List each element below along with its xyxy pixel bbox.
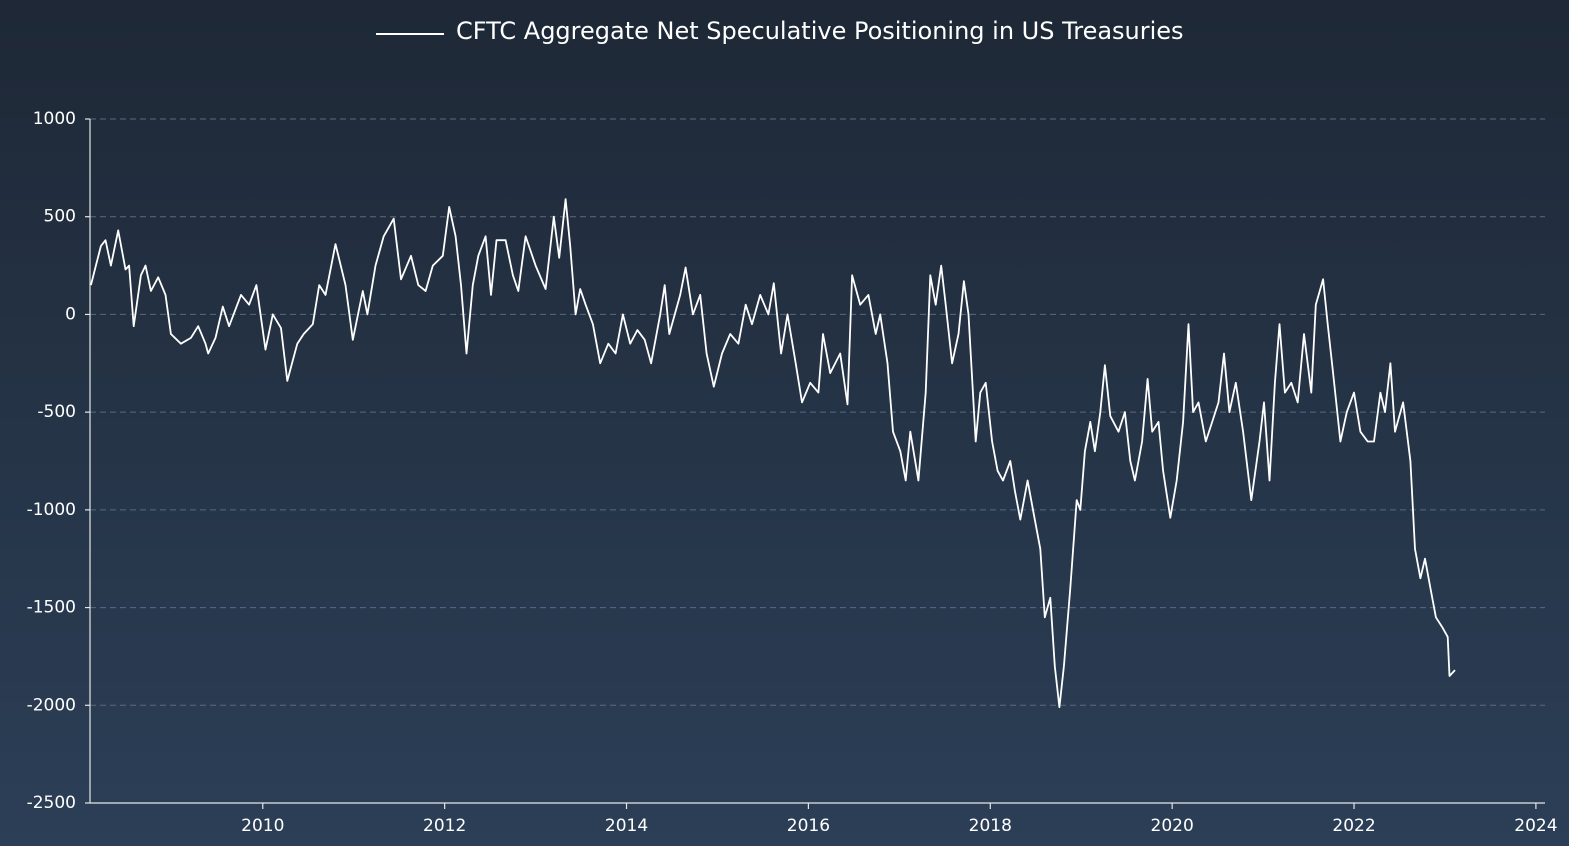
series-line [90, 198, 1456, 709]
x-tick-label: 2014 [605, 816, 648, 836]
y-tick-label: -2500 [27, 793, 76, 813]
x-tick-label: 2018 [969, 816, 1012, 836]
y-tick-label: 1000 [33, 109, 76, 129]
x-tick-label: 2010 [241, 816, 284, 836]
x-tick-label: 2022 [1332, 816, 1375, 836]
y-tick-label: -2000 [27, 695, 76, 715]
x-tick-label: 2012 [423, 816, 466, 836]
y-tick-label: 500 [44, 207, 76, 227]
x-tick-label: 2020 [1151, 816, 1194, 836]
x-tick-label: 2016 [787, 816, 830, 836]
y-tick-label: -500 [37, 402, 76, 422]
y-tick-label: -1000 [27, 500, 76, 520]
y-tick-label: -1500 [27, 598, 76, 618]
legend-label: CFTC Aggregate Net Speculative Positioni… [456, 17, 1184, 45]
x-tick-label: 2024 [1514, 816, 1557, 836]
y-tick-label: 0 [65, 304, 76, 324]
